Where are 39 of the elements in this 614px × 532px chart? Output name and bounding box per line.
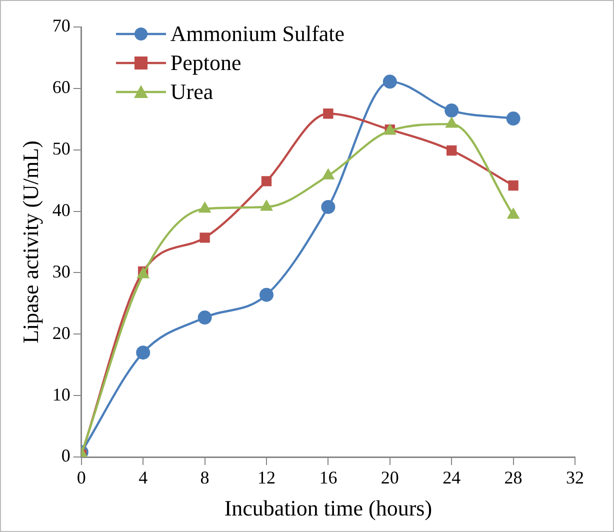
point (198, 310, 212, 325)
point (261, 176, 272, 186)
legend-label: Peptone (170, 50, 242, 76)
legend-label: Urea (170, 78, 214, 104)
point (260, 200, 273, 211)
point (444, 104, 459, 118)
point (321, 200, 336, 214)
x-tick-label: 4 (138, 468, 148, 488)
point (322, 168, 334, 180)
point (260, 288, 274, 302)
point (200, 232, 210, 243)
x-axis-title: Incubation time (hours) (224, 496, 432, 521)
y-tick-label: 60 (52, 77, 70, 98)
y-axis-title: Lipase activity (U/mL) (18, 140, 43, 344)
point (136, 346, 150, 360)
point (508, 180, 518, 191)
y-tick-label: 10 (52, 384, 70, 404)
x-tick-label: 32 (566, 468, 584, 488)
point (323, 108, 334, 119)
y-tick-label: 20 (52, 322, 70, 343)
y-tick-label: 70 (52, 16, 70, 36)
y-tick-label: 40 (52, 200, 70, 220)
x-tick-label: 8 (200, 468, 210, 488)
point (446, 145, 457, 156)
x-tick-label: 16 (319, 468, 338, 488)
x-tick-label: 20 (380, 468, 399, 488)
point (506, 112, 520, 126)
point (198, 202, 211, 213)
y-tick-label: 0 (61, 446, 70, 466)
y-tick-label: 30 (52, 261, 70, 282)
x-tick-label: 0 (76, 468, 86, 488)
point (382, 74, 397, 89)
x-tick-label: 12 (258, 468, 276, 488)
point (507, 208, 520, 219)
legend-label: Ammonium Sulfate (170, 20, 345, 46)
x-tick-label: 28 (504, 468, 522, 488)
y-tick-label: 50 (52, 138, 70, 159)
x-tick-label: 24 (442, 468, 461, 488)
point (445, 117, 458, 128)
